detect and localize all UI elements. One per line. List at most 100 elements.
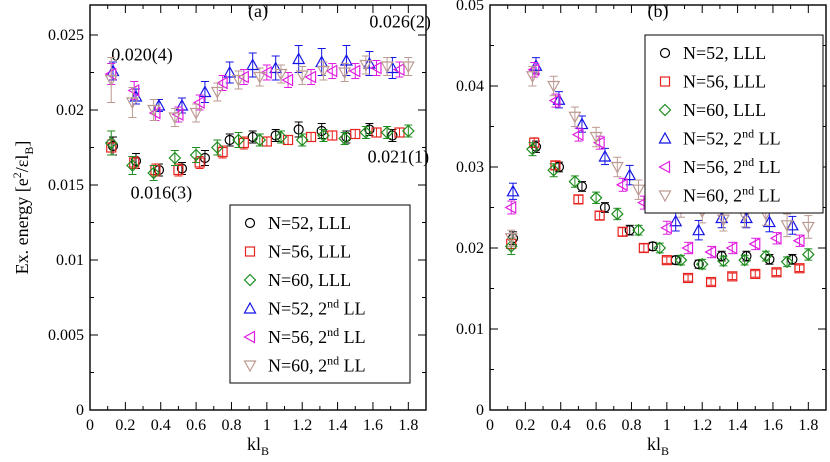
legend-entry: N=52, LLL [268,213,351,233]
y-tick-label: 0.005 [48,327,84,344]
x-tick-label: 0 [86,417,94,434]
data-point [253,133,267,147]
legend-marker [243,330,256,344]
data-point [210,141,224,154]
data-point [504,200,517,215]
data-point [669,214,683,227]
data-point [269,61,283,74]
data-point [224,134,235,146]
data-point [359,126,373,139]
x-tick-label: 1 [263,417,271,434]
data-point [223,65,237,78]
data-point [189,148,203,162]
y-tick-label: 0.04 [456,78,484,95]
data-point [681,241,694,255]
y-tick-label: 0.025 [48,27,84,44]
data-point [624,225,635,236]
legend-entry: N=56, LLL [683,72,766,92]
data-point [148,106,161,120]
data-point [632,223,645,237]
data-point [380,61,394,74]
data-point [638,242,649,254]
data-point [304,70,317,84]
data-point [592,136,605,150]
data-point [725,241,738,255]
data-point [525,71,539,84]
x-tick-label: 0.2 [515,417,535,434]
data-point [338,132,352,145]
data-point [589,191,603,205]
x-tick-label: 0.6 [186,417,206,434]
series-N56_2LL [504,62,805,259]
data-point [750,268,761,280]
x-axis-label: klB [247,434,269,458]
panel-label: (b) [648,1,669,22]
data-point [362,56,376,69]
plot-frame [89,4,427,411]
data-point [780,255,794,269]
x-tick-label: 1.6 [763,417,783,434]
x-tick-label: 1.2 [292,417,312,434]
data-point [189,107,203,120]
x-tick-label: 0.4 [551,417,571,434]
data-point [571,128,584,142]
data-point [801,221,815,234]
data-point [261,136,272,147]
legend-marker [244,217,256,229]
data-point [780,220,794,233]
data-point [682,272,694,284]
data-point [260,65,272,80]
data-point [617,226,628,237]
data-point [576,181,588,192]
data-point [104,136,118,150]
y-tick-label: 0.03 [456,159,484,176]
legend-entry: N=56, LLL [268,242,351,262]
y-axis-label: Ex. energy [e2/εlB] [10,141,36,275]
data-point [210,86,224,99]
legend-marker [659,47,671,59]
data-point [401,124,415,138]
panel-b: (b) 0 0.2 0.4 0.6 0.8 1 1.2 1.4 1.6 1.8 0 0.01 0.02 0.… [456,0,827,458]
data-point [327,130,338,141]
data-point [325,64,338,78]
data-point [741,251,752,262]
x-tick-label: 0.8 [621,417,641,434]
y-tick-label: 0.05 [456,0,484,14]
y-axis: 0 0.01 0.02 0.03 0.04 0.05 [456,0,826,419]
data-point [504,233,518,246]
x-tick-label: 1.2 [692,417,712,434]
data-point [598,149,612,162]
data-point [792,234,805,248]
data-point [787,254,798,265]
series-N52_2LL [506,57,799,241]
data-point [237,70,249,84]
data-point [339,53,353,66]
data-point [270,130,281,141]
data-point [623,168,637,181]
data-point [392,62,405,77]
data-point [704,245,717,259]
data-point [380,126,394,139]
data-point [547,80,561,93]
data-point [547,163,561,177]
legend-box [229,204,411,384]
x-tick-label: 1.8 [798,417,818,434]
data-point [317,129,330,142]
data-point [526,142,539,156]
data-point [748,237,761,251]
legend-marker [243,360,257,373]
y-tick-label: 0.01 [56,252,84,269]
data-point [738,253,752,267]
legend-entry: N=56, 2nd LL [683,155,781,177]
data-point [359,59,373,72]
annotation: 0.020(4) [111,45,173,66]
legend-marker [658,131,672,144]
data-point [504,240,518,253]
legend: N=52, LLL N=56, LLL N=60, LLL N=52, 2nd LL N… [644,34,824,214]
data-point [762,215,776,228]
data-point [568,111,582,124]
data-point [594,210,605,221]
data-point [281,73,294,87]
series-N56_LLL [106,127,405,177]
data-point [316,125,327,137]
